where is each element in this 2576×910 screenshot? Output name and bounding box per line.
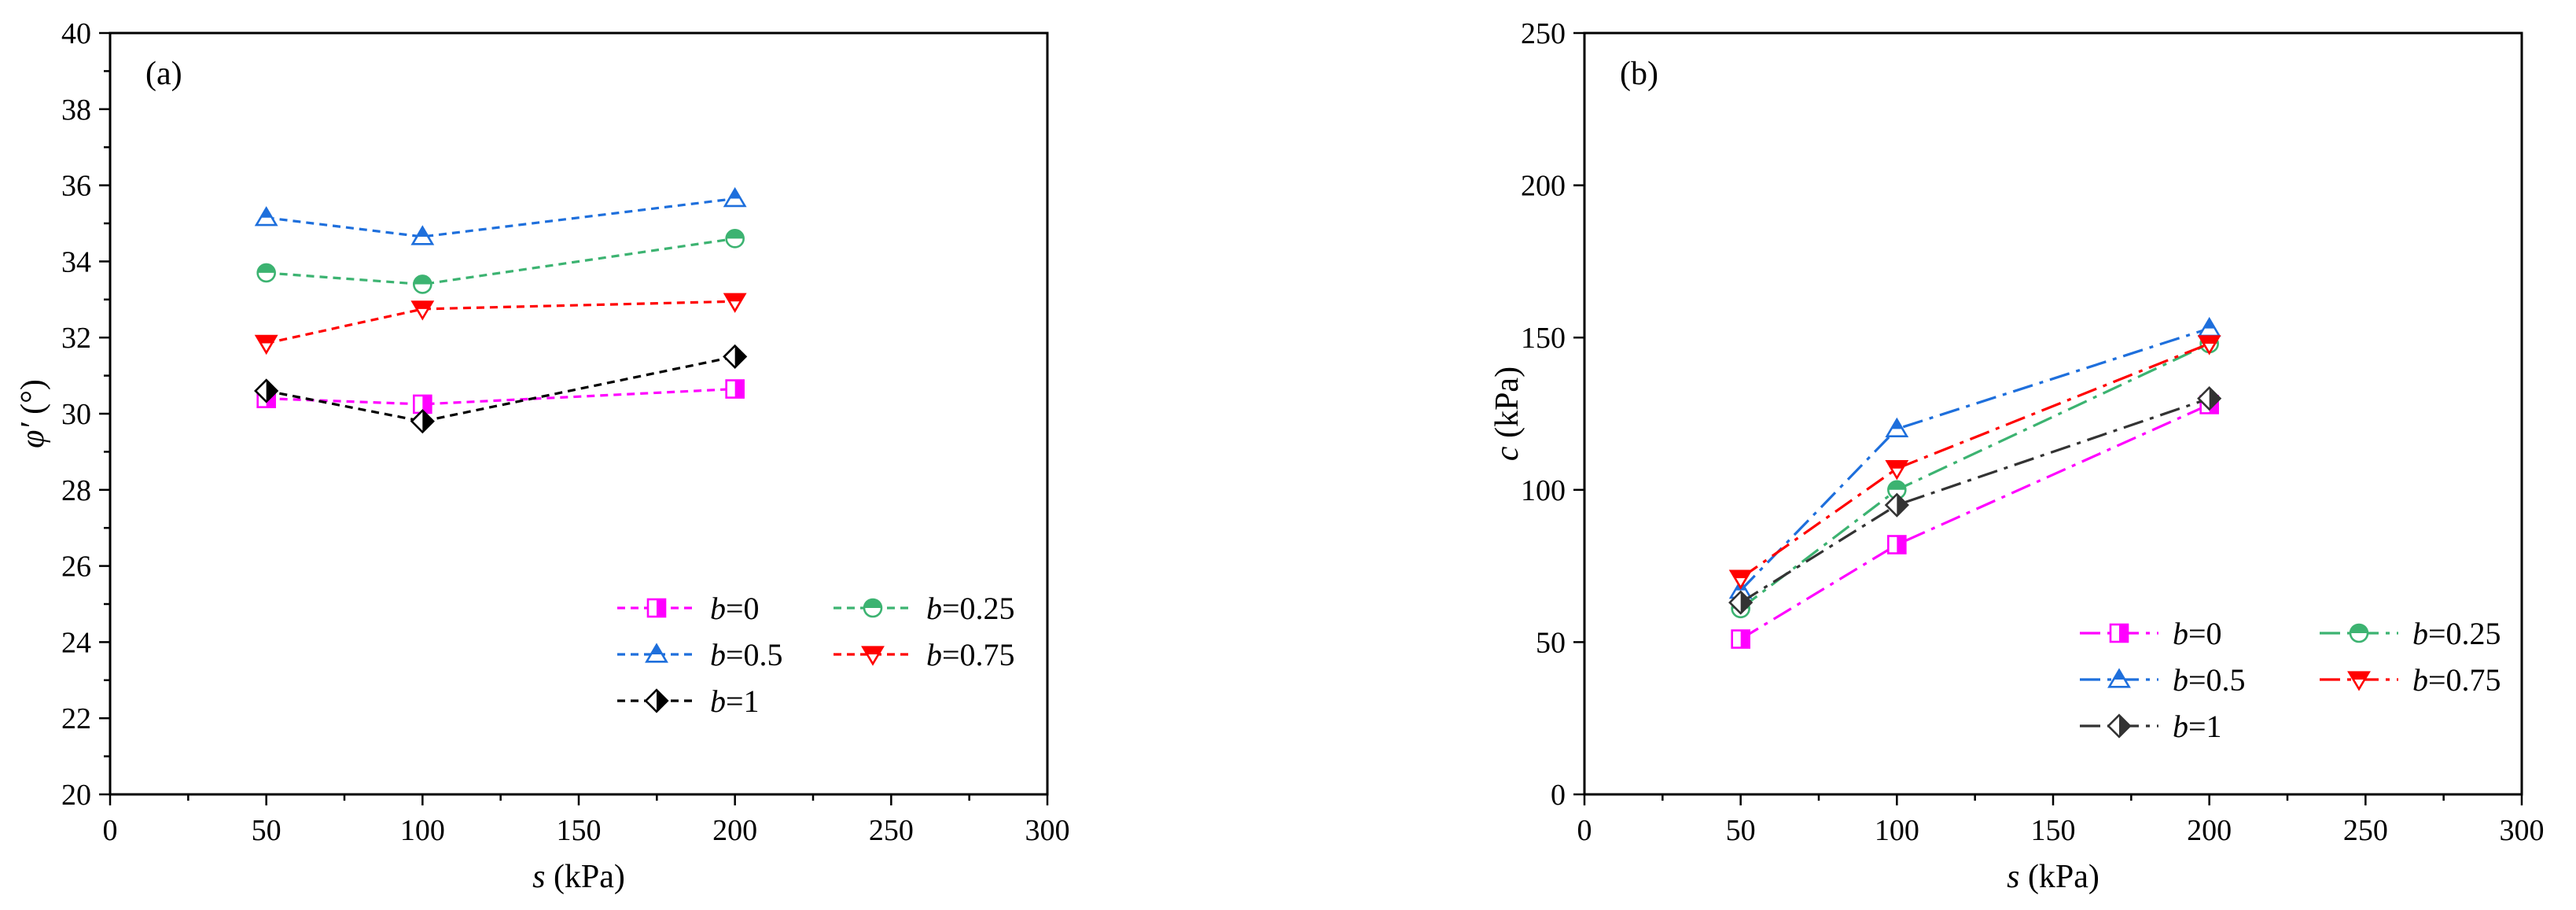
legend-label: b=1 [710, 683, 760, 719]
y-tick-label: 150 [1521, 322, 1566, 355]
legend-marker [2107, 713, 2132, 739]
series-line-b025 [266, 237, 735, 286]
data-point-b0 [725, 379, 745, 399]
data-point-b1 [410, 409, 435, 434]
x-tick-label: 150 [2031, 814, 2076, 847]
data-point-b1 [1728, 590, 1754, 615]
legend-label: b=0.25 [926, 591, 1015, 626]
y-tick-label: 22 [61, 702, 91, 735]
data-point-b075 [254, 334, 278, 356]
y-axis-title: c (kPa) [1489, 367, 1525, 461]
data-point-b05 [2197, 316, 2221, 337]
data-point-b1 [254, 378, 279, 403]
legend-marker [2109, 623, 2129, 643]
y-tick-label: 100 [1521, 474, 1566, 507]
legend-label: b=0 [2173, 616, 2222, 651]
y-tick-label: 32 [61, 322, 91, 355]
data-point-b0 [1887, 535, 1907, 554]
x-tick-label: 150 [557, 814, 602, 847]
panel-label: (b) [1620, 56, 1658, 92]
x-tick-label: 250 [2343, 814, 2388, 847]
data-point-b05 [1885, 417, 1909, 438]
plot-frame [109, 31, 1049, 796]
data-point-b075 [410, 300, 435, 321]
y-axis-title: φ′ (°) [15, 379, 51, 448]
x-tick-label: 300 [1025, 814, 1070, 847]
x-tick-label: 200 [712, 814, 757, 847]
legend-label: b=0.25 [2412, 616, 2501, 651]
series-line-b1 [1739, 397, 2210, 604]
legend-marker [2349, 623, 2369, 643]
y-tick-label: 28 [61, 474, 91, 507]
y-tick-label: 40 [61, 17, 91, 50]
x-axis-title: s (kPa) [2007, 859, 2099, 895]
legend-marker [863, 598, 883, 618]
series-line-b025 [1739, 342, 2210, 610]
y-tick-label: 200 [1521, 170, 1566, 203]
data-point-b1 [1884, 492, 1909, 518]
legend-marker [2107, 668, 2131, 688]
series-line-b075 [1739, 342, 2210, 580]
y-tick-label: 24 [61, 626, 91, 659]
data-point-b1 [723, 344, 748, 369]
y-tick-label: 20 [61, 779, 91, 812]
data-point-b075 [1885, 460, 1909, 481]
y-tick-label: 250 [1521, 17, 1566, 50]
x-tick-label: 300 [2500, 814, 2545, 847]
legend-marker [646, 598, 667, 618]
legend-marker [644, 688, 669, 713]
x-tick-label: 50 [252, 814, 282, 847]
panel-b: 0 50 100 150 200 250 300 0 50 100 150 200 250 s (kPa)… [1489, 17, 2545, 895]
legend-label: b=0.5 [2173, 662, 2246, 698]
y-tick-label: 34 [61, 245, 91, 278]
data-point-b1 [2197, 386, 2222, 411]
legend-marker [645, 643, 668, 663]
y-tick-label: 26 [61, 551, 91, 584]
x-tick-label: 200 [2187, 814, 2232, 847]
data-point-b075 [1728, 569, 1753, 590]
legend-marker [2347, 671, 2371, 691]
x-tick-label: 0 [103, 814, 118, 847]
legend-label: b=0 [710, 591, 760, 626]
y-tick-label: 0 [1551, 779, 1566, 812]
data-point-b025 [413, 274, 432, 294]
legend-label: b=0.5 [710, 637, 783, 672]
data-point-b05 [410, 225, 435, 245]
data-point-b075 [723, 293, 747, 313]
data-point-b025 [256, 263, 276, 283]
data-point-b0 [413, 394, 432, 414]
panel-a: 0 50 100 150 200 250 300 20 22 24 26 28 30 32 34 36 38 40… [15, 17, 1070, 895]
x-tick-label: 250 [869, 814, 914, 847]
legend: b=0 b=0.25 b=0.5 b=0.75 b=1 [2080, 616, 2501, 744]
legend-label: b=1 [2173, 709, 2222, 744]
series-line-b1 [266, 355, 735, 423]
x-tick-label: 100 [1875, 814, 1919, 847]
y-tick-label: 38 [61, 94, 91, 127]
y-tick-label: 50 [1536, 626, 1566, 659]
data-point-b0 [1731, 629, 1750, 649]
panel-label: (a) [145, 56, 182, 92]
series-line-b05 [266, 197, 735, 238]
legend: b=0 b=0.25 b=0.5 b=0.75 b=1 [617, 591, 1015, 719]
legend-label: b=0.75 [926, 637, 1015, 672]
legend-label: b=0.75 [2412, 662, 2501, 698]
y-tick-label: 30 [61, 398, 91, 431]
plot-frame [1583, 31, 2523, 796]
series-line-b075 [266, 300, 735, 345]
series-line-b05 [1739, 327, 2210, 591]
x-tick-label: 50 [1726, 814, 1756, 847]
data-point-b025 [1887, 480, 1907, 500]
data-point-b075 [2197, 335, 2221, 356]
series-line-b0 [266, 387, 735, 406]
series-line-b0 [1739, 403, 2210, 640]
y-tick-label: 36 [61, 170, 91, 203]
legend-marker [861, 646, 885, 666]
x-tick-label: 0 [1577, 814, 1592, 847]
x-axis-title: s (kPa) [532, 859, 625, 895]
data-point-b025 [725, 229, 745, 249]
data-point-b05 [254, 206, 278, 227]
x-tick-label: 100 [400, 814, 445, 847]
data-point-b05 [723, 186, 747, 208]
